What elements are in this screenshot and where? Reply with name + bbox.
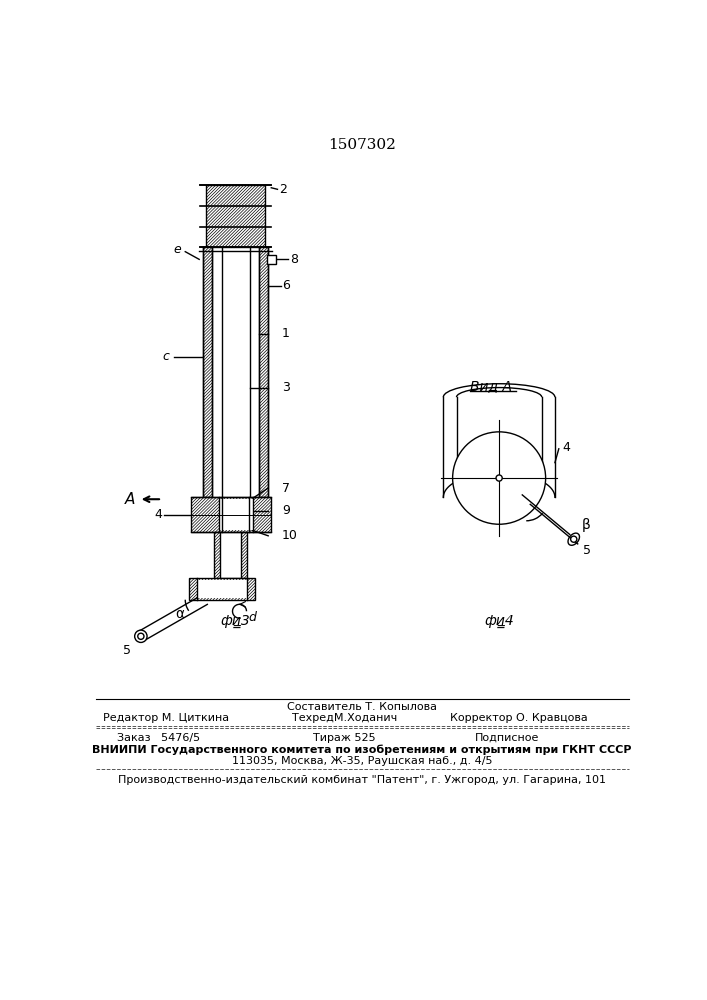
- Text: Заказ   5476/5: Заказ 5476/5: [117, 733, 199, 743]
- Text: α: α: [175, 607, 185, 621]
- Circle shape: [138, 633, 144, 639]
- Text: Производственно-издательский комбинат "Патент", г. Ужгород, ул. Гагарина, 101: Производственно-издательский комбинат "П…: [118, 775, 606, 785]
- Text: 113035, Москва, Ж-35, Раушская наб., д. 4/5: 113035, Москва, Ж-35, Раушская наб., д. …: [232, 756, 492, 766]
- Bar: [189, 578, 255, 600]
- Text: 5: 5: [123, 644, 131, 657]
- Text: 10: 10: [282, 529, 298, 542]
- Text: Вид A: Вид A: [470, 379, 513, 393]
- Text: 1: 1: [282, 327, 290, 340]
- Text: ТехредМ.Ходанич: ТехредМ.Ходанич: [291, 713, 397, 723]
- Text: 7: 7: [282, 482, 290, 495]
- Text: фи̳3: фи̳3: [221, 613, 250, 628]
- Text: 8: 8: [290, 253, 298, 266]
- Text: 3: 3: [282, 381, 290, 394]
- Bar: [197, 580, 247, 598]
- Text: Тираж 525: Тираж 525: [312, 733, 375, 743]
- Bar: [206, 185, 265, 247]
- Circle shape: [134, 630, 147, 642]
- Bar: [267, 255, 276, 264]
- Bar: [241, 532, 247, 578]
- Text: Корректор О. Кравцова: Корректор О. Кравцова: [450, 713, 588, 723]
- Bar: [203, 247, 212, 497]
- Bar: [189, 578, 255, 600]
- Text: e: e: [174, 243, 182, 256]
- Bar: [214, 532, 247, 578]
- Bar: [259, 247, 268, 497]
- Text: 4: 4: [154, 508, 162, 521]
- Bar: [218, 499, 252, 530]
- Text: Подписное: Подписное: [474, 733, 539, 743]
- Bar: [191, 497, 271, 532]
- Text: β: β: [581, 518, 590, 532]
- Text: 1507302: 1507302: [328, 138, 396, 152]
- Circle shape: [452, 432, 546, 524]
- Text: d: d: [249, 611, 257, 624]
- Circle shape: [571, 536, 577, 542]
- Text: 9: 9: [282, 504, 290, 517]
- Text: A: A: [124, 492, 135, 507]
- Bar: [203, 247, 212, 497]
- Text: Редактор М. Циткина: Редактор М. Циткина: [103, 713, 229, 723]
- Bar: [191, 497, 271, 532]
- Bar: [267, 255, 276, 264]
- Text: Составитель Т. Копылова: Составитель Т. Копылова: [287, 702, 437, 712]
- Circle shape: [496, 475, 502, 481]
- Text: 2: 2: [279, 183, 287, 196]
- Text: 6: 6: [282, 279, 290, 292]
- Bar: [214, 532, 220, 578]
- Text: ВНИИПИ Государственного комитета по изобретениям и открытиям при ГКНТ СССР: ВНИИПИ Государственного комитета по изоб…: [92, 745, 631, 755]
- Text: c: c: [163, 350, 169, 363]
- Bar: [206, 185, 265, 247]
- Text: 5: 5: [583, 544, 591, 557]
- Text: фи̳4: фи̳4: [484, 613, 514, 628]
- Bar: [259, 247, 268, 497]
- Text: 4: 4: [563, 441, 571, 454]
